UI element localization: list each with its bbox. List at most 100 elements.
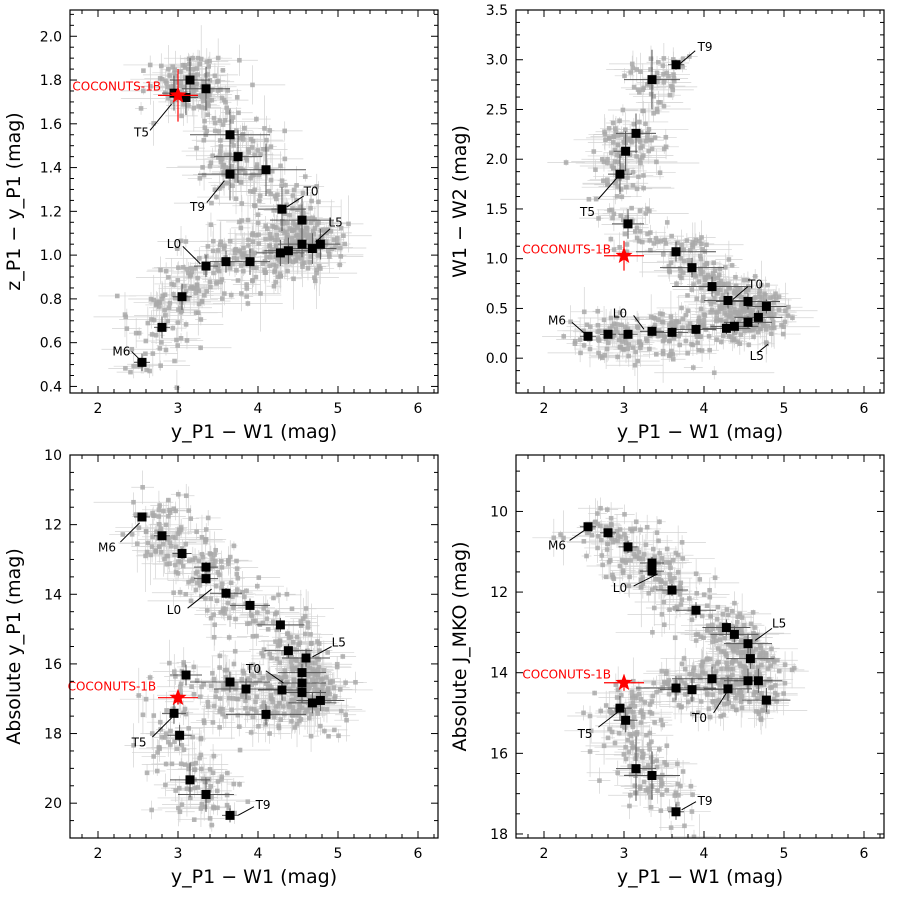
background-point [254, 165, 260, 170]
background-point [710, 271, 716, 276]
background-point [157, 300, 162, 305]
background-point [669, 348, 674, 354]
background-point [610, 215, 615, 221]
background-point [210, 153, 215, 159]
background-point [633, 349, 638, 355]
y-tick-label: 0.6 [40, 336, 62, 352]
background-point [283, 239, 289, 244]
background-point [630, 169, 636, 175]
background-point [746, 342, 752, 348]
background-point [312, 278, 318, 284]
background-point [287, 212, 292, 218]
background-point [674, 281, 679, 286]
spectral-type-label: M6 [112, 344, 130, 358]
background-point [781, 324, 786, 330]
sequence-point [623, 219, 633, 229]
y-tick-label: 3.5 [486, 3, 508, 19]
background-point [308, 205, 313, 211]
background-point [685, 308, 691, 314]
background-point [699, 235, 704, 240]
background-point [607, 135, 612, 141]
background-point [248, 175, 253, 181]
background-point [623, 340, 629, 346]
background-point [300, 190, 306, 196]
background-point [680, 56, 686, 62]
background-point [327, 254, 332, 259]
background-point [160, 293, 165, 299]
background-point [338, 225, 344, 231]
background-point [615, 142, 621, 148]
y-tick-label: 1.4 [40, 161, 62, 177]
background-point [634, 154, 639, 159]
background-point [669, 319, 675, 324]
background-point [264, 137, 269, 143]
background-point [215, 88, 221, 93]
background-point [648, 247, 653, 253]
background-point [283, 182, 288, 188]
background-point [671, 72, 676, 77]
background-point [252, 203, 258, 209]
background-point [178, 69, 183, 74]
background-point [199, 299, 205, 305]
background-point [679, 242, 684, 248]
background-point [628, 70, 634, 75]
background-point [243, 155, 249, 161]
y-tick-label: 2.5 [486, 102, 508, 118]
sequence-point [723, 295, 733, 305]
background-point [311, 231, 317, 237]
background-point [338, 254, 344, 259]
background-point [275, 237, 281, 243]
background-point [731, 315, 736, 320]
background-point [750, 307, 756, 313]
background-point [637, 119, 642, 125]
background-point [187, 61, 192, 67]
background-point [662, 237, 668, 243]
background-point [715, 275, 721, 281]
background-point [649, 146, 655, 152]
background-point [335, 240, 340, 245]
background-point [701, 321, 707, 327]
spectral-type-label: T0 [747, 278, 763, 292]
background-point [708, 309, 714, 315]
background-point [762, 291, 767, 297]
background-point [714, 290, 720, 296]
y-tick-label: 1.0 [486, 252, 508, 268]
background-point [694, 334, 700, 340]
background-point [692, 241, 698, 246]
background-point [314, 222, 320, 227]
background-point [732, 330, 737, 336]
background-point [196, 301, 202, 307]
background-point [172, 70, 177, 76]
background-point [655, 333, 661, 339]
background-point [619, 132, 624, 137]
background-point [186, 103, 191, 108]
background-point [612, 159, 618, 164]
background-point [196, 104, 201, 109]
background-point [242, 261, 248, 267]
background-point [210, 248, 216, 254]
background-point [224, 180, 229, 186]
background-point [700, 247, 705, 252]
background-point [737, 286, 743, 292]
background-point [652, 135, 658, 140]
y-tick-label: 1.5 [486, 202, 508, 218]
background-point [693, 274, 698, 279]
background-point [147, 368, 152, 374]
background-point [166, 275, 171, 280]
background-point [193, 290, 199, 296]
sequence-point [277, 204, 287, 214]
background-point [737, 341, 743, 346]
background-point [149, 317, 154, 322]
background-point [220, 68, 226, 73]
background-point [680, 270, 686, 275]
background-point [230, 115, 236, 120]
background-point [191, 88, 196, 94]
background-point [617, 118, 622, 124]
background-point [301, 231, 307, 237]
background-point [623, 324, 628, 330]
background-point [246, 243, 251, 248]
background-point [256, 172, 262, 178]
background-point [233, 196, 239, 201]
sequence-point [307, 244, 317, 254]
background-point [634, 67, 640, 72]
